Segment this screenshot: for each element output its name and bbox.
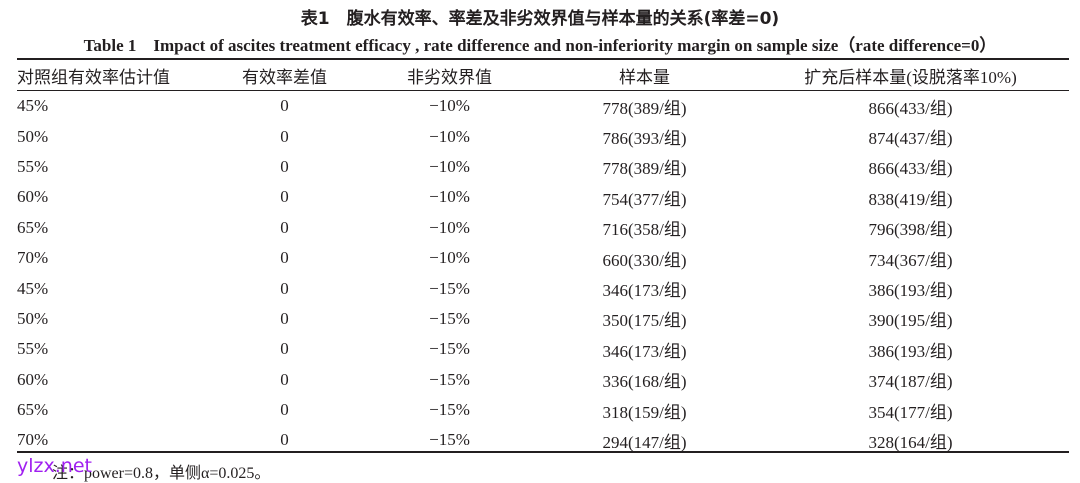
table-cell: 60% [17,369,49,389]
bottom-rule [17,451,1069,453]
table-row: 50% 0 −15% 350(175/组) 390(195/组) [17,304,1069,334]
table-cell: 45% [17,278,49,298]
table-cell: 346(173/组) [602,341,687,361]
table-cell: −15% [429,400,470,420]
table-cell: 294(147/组) [602,432,687,452]
top-rule [17,58,1069,60]
table-cell: 50% [17,126,49,146]
table-cell: 866(433/组) [868,159,953,179]
table-cell: 65% [17,400,49,420]
header-cell: 扩充后样本量(设脱落率10%) [804,67,1017,87]
header-cell: 有效率差值 [242,67,327,87]
table-title-cn: 表1 腹水有效率、率差及非劣效界值与样本量的关系(率差=0) [300,9,780,29]
table-cell: 0 [280,248,289,268]
table-cell: 660(330/组) [602,250,687,270]
table-cell: 55% [17,339,49,359]
table-cell: 350(175/组) [602,311,687,331]
table-row: 50% 0 −10% 786(393/组) 874(437/组) [17,121,1069,151]
table-cell: 386(193/组) [868,341,953,361]
table-cell: 0 [280,278,289,298]
table-cell: 70% [17,248,49,268]
table-cell: −10% [429,187,470,207]
table-cell: 55% [17,156,49,176]
table-cell: 866(433/组) [868,98,953,118]
table-cell: 838(419/组) [868,189,953,209]
table-cell: −10% [429,248,470,268]
table-row: 45% 0 −10% 778(389/组) 866(433/组) [17,91,1069,122]
table-cell: −15% [429,430,470,450]
table-cell: 716(358/组) [602,220,687,240]
table-cell: 0 [280,369,289,389]
table-cell: 346(173/组) [602,281,687,301]
table-row: 55% 0 −10% 778(389/组) 866(433/组) [17,152,1069,182]
table-row: 70% 0 −15% 294(147/组) 328(164/组) [17,425,1069,455]
table-cell: 45% [17,96,49,116]
table-cell: 318(159/组) [602,402,687,422]
table-cell: 874(437/组) [868,129,953,149]
table-cell: 754(377/组) [602,189,687,209]
table-row: 70% 0 −10% 660(330/组) 734(367/组) [17,243,1069,273]
table-cell: −10% [429,96,470,116]
table-cell: 734(367/组) [868,250,953,270]
table-cell: 50% [17,308,49,328]
table-row: 45% 0 −15% 346(173/组) 386(193/组) [17,273,1069,303]
header-cell: 对照组有效率估计值 [17,67,170,87]
table-cell: 0 [280,339,289,359]
table-cell: 60% [17,187,49,207]
table-cell: 796(398/组) [868,220,953,240]
table-cell: 374(187/组) [868,372,953,392]
sample-size-table: 对照组有效率估计值 有效率差值 非劣效界值 样本量 扩充后样本量(设脱落率10%… [17,60,1069,456]
table-cell: 0 [280,126,289,146]
header-row: 对照组有效率估计值 有效率差值 非劣效界值 样本量 扩充后样本量(设脱落率10%… [17,60,1069,91]
table-row: 55% 0 −15% 346(173/组) 386(193/组) [17,334,1069,364]
table-cell: −15% [429,278,470,298]
header-cell: 样本量 [619,67,670,87]
table-cell: −10% [429,217,470,237]
table-cell: 0 [280,400,289,420]
header-cell: 非劣效界值 [407,67,492,87]
table-note: 注：power=0.8，单侧α=0.025。 [52,465,271,482]
table-cell: −15% [429,308,470,328]
table-cell: 778(389/组) [602,98,687,118]
table-cell: 778(389/组) [602,159,687,179]
table-row: 60% 0 −10% 754(377/组) 838(419/组) [17,182,1069,212]
watermark: ylzx.net [17,455,92,477]
table-cell: 0 [280,96,289,116]
table-cell: 336(168/组) [602,372,687,392]
table-cell: 786(393/组) [602,129,687,149]
table-cell: −15% [429,369,470,389]
table-cell: 0 [280,156,289,176]
table-cell: 390(195/组) [868,311,953,331]
table-title-en: Table 1 Impact of ascites treatment effi… [83,36,997,55]
table-row: 60% 0 −15% 336(168/组) 374(187/组) [17,365,1069,395]
table-cell: 0 [280,430,289,450]
table-cell: 65% [17,217,49,237]
table-cell: 0 [280,187,289,207]
table-cell: 70% [17,430,49,450]
table-cell: 0 [280,217,289,237]
table-cell: −10% [429,156,470,176]
table-cell: 354(177/组) [868,402,953,422]
table-cell: 386(193/组) [868,281,953,301]
table-row: 65% 0 −10% 716(358/组) 796(398/组) [17,213,1069,243]
table-cell: 0 [280,308,289,328]
table-cell: 328(164/组) [868,432,953,452]
table-cell: −10% [429,126,470,146]
table-row: 65% 0 −15% 318(159/组) 354(177/组) [17,395,1069,425]
table-cell: −15% [429,339,470,359]
